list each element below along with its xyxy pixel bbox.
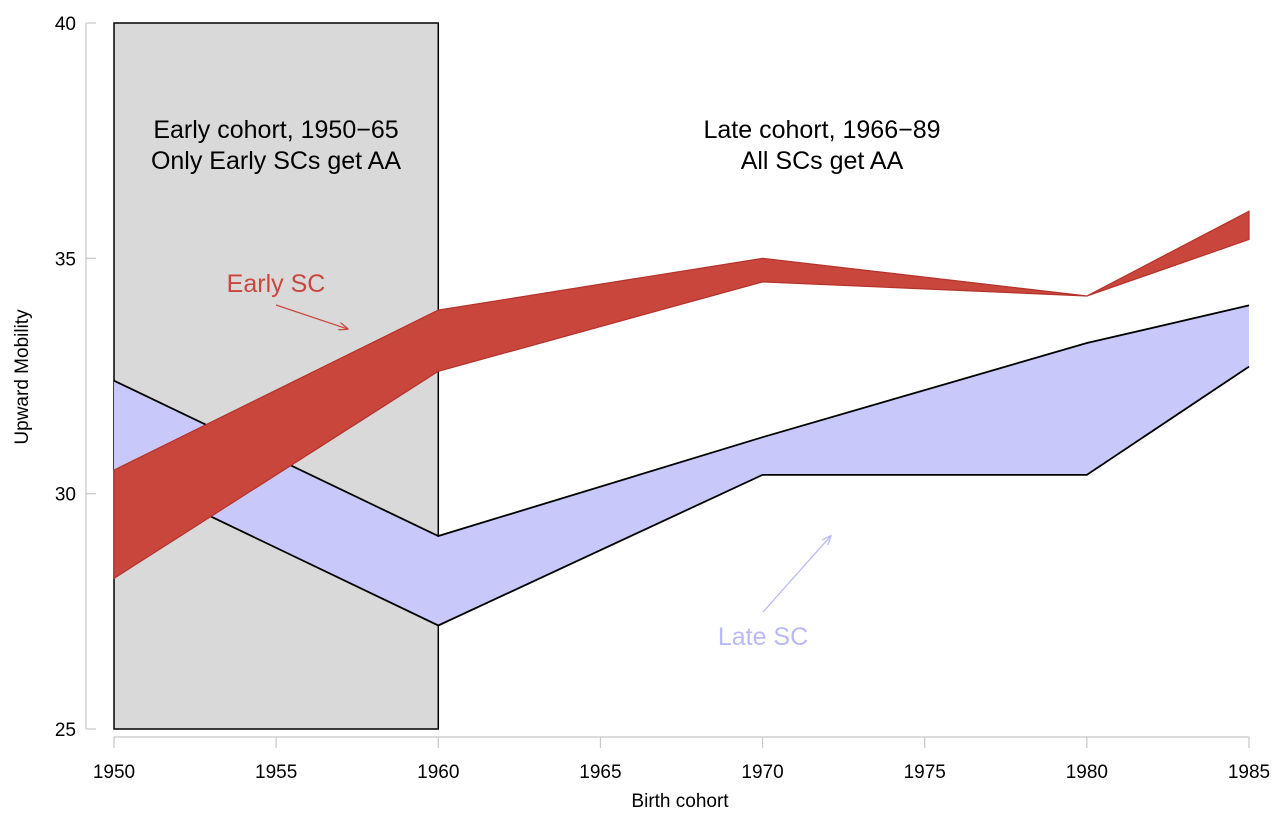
region-label-early-line-2: Only Early SCs get AA xyxy=(151,147,401,175)
region-label-late-line-2: All SCs get AA xyxy=(741,147,904,175)
x-tick-label: 1980 xyxy=(1066,762,1108,783)
region-label-late-line-1: Late cohort, 1966−89 xyxy=(704,116,941,144)
y-tick-label: 30 xyxy=(55,485,76,506)
y-axis-title: Upward Mobility xyxy=(12,309,33,445)
x-axis-title: Birth cohort xyxy=(631,791,729,812)
arrow-early-sc xyxy=(275,304,347,329)
x-tick-label: 1975 xyxy=(904,762,946,783)
y-axis: 25 30 35 40 xyxy=(55,14,96,741)
label-early-sc: Early SC xyxy=(227,270,326,298)
bands xyxy=(113,210,1250,627)
x-tick-label: 1950 xyxy=(93,762,135,783)
band-late-sc xyxy=(114,305,1249,626)
y-tick-label: 35 xyxy=(55,249,76,270)
annotations: Early SC Late SC xyxy=(227,270,831,651)
band-late-sc-upper-line xyxy=(113,304,1250,537)
band-late-sc-lower-line xyxy=(113,365,1250,627)
x-tick-label: 1955 xyxy=(255,762,297,783)
x-tick-label: 1965 xyxy=(579,762,621,783)
arrow-late-sc xyxy=(762,536,831,613)
label-late-sc: Late SC xyxy=(718,623,808,651)
x-tick-label: 1985 xyxy=(1228,762,1270,783)
region-label-early-line-1: Early cohort, 1950−65 xyxy=(153,116,398,144)
y-tick-label: 25 xyxy=(55,720,76,741)
x-tick-label: 1960 xyxy=(417,762,459,783)
y-tick-label: 40 xyxy=(55,14,76,35)
band-early-sc xyxy=(113,210,1250,580)
x-axis: 1950 1955 1960 1965 1970 1975 1980 1985 xyxy=(93,736,1270,783)
x-tick-label: 1970 xyxy=(741,762,783,783)
